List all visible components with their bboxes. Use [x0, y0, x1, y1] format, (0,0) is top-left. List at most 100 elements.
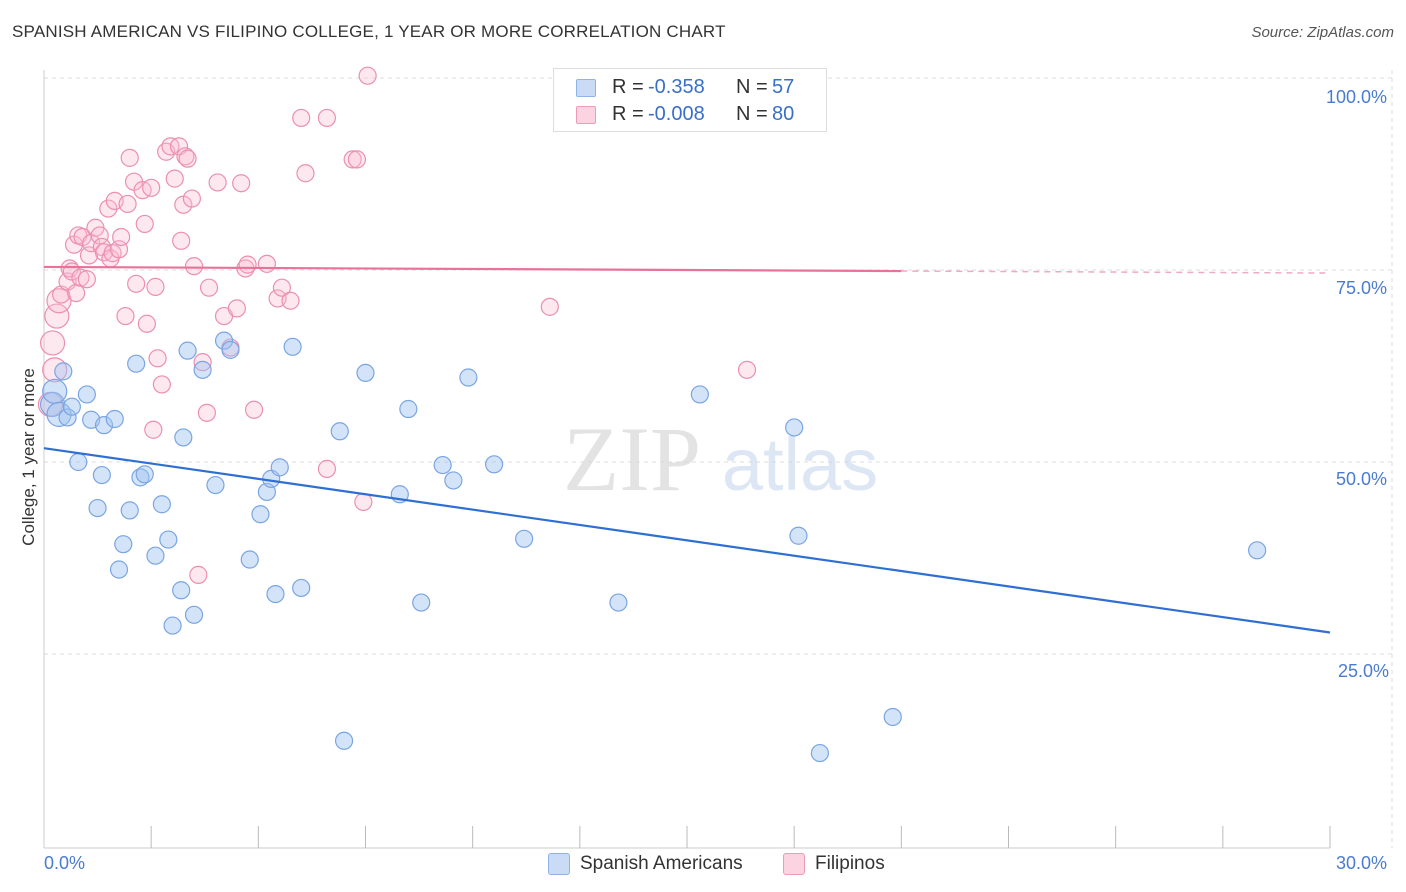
spanish-points: [39, 331, 1267, 763]
y-tick-50: 50.0%: [1336, 469, 1388, 489]
filipino-point: [281, 291, 300, 310]
y-axis-label: College, 1 year or more: [19, 368, 38, 546]
axes: [43, 70, 1331, 849]
filipino-point: [144, 420, 163, 439]
spanish-point: [1248, 541, 1267, 560]
filipino-point: [193, 353, 212, 372]
watermark-atlas: atlas: [722, 423, 878, 506]
filipino-point: [197, 403, 216, 422]
spanish-point: [127, 354, 146, 373]
bottom-swatch-spanish: [548, 853, 570, 875]
spanish-point: [146, 546, 165, 565]
filipino-point: [77, 270, 96, 289]
spanish-point: [193, 360, 212, 379]
filipino-point: [317, 108, 337, 128]
spanish-point: [266, 584, 285, 604]
filipino-point: [90, 226, 109, 245]
spanish-point: [221, 340, 240, 359]
legend-r-value: -0.008: [648, 103, 705, 125]
spanish-point: [172, 581, 191, 600]
filipino-point: [343, 150, 362, 169]
spanish-point: [690, 385, 709, 404]
bottom-swatch-filipino: [783, 853, 805, 875]
chart-title: SPANISH AMERICAN VS FILIPINO COLLEGE, 1 …: [12, 22, 726, 41]
filipino-point: [137, 314, 156, 333]
x-max-label: 30.0%: [1336, 853, 1388, 873]
filipino-point: [737, 360, 757, 379]
source-label: Source: ZipAtlas.com: [1251, 24, 1394, 41]
legend-swatch-spanish: [576, 79, 596, 97]
spanish-point: [77, 385, 96, 404]
spanish-point: [152, 495, 171, 514]
filipino-point: [178, 149, 197, 168]
spanish-point: [270, 458, 289, 477]
filipino-point: [148, 349, 167, 368]
filipino-point: [272, 278, 292, 297]
stats-legend: R = -0.358 N = 57 R = -0.008 N = 80: [553, 68, 827, 132]
spanish-point: [120, 501, 139, 520]
spanish-point: [485, 455, 504, 474]
filipino-point: [172, 231, 191, 250]
filipino-point: [127, 274, 146, 293]
filipino-point: [169, 137, 189, 156]
filipino-point: [67, 283, 86, 303]
spanish-point: [214, 331, 234, 350]
filipino-point: [238, 255, 257, 274]
legend-swatch-filipino: [576, 106, 596, 124]
spanish-point: [54, 362, 73, 381]
spanish-point: [883, 707, 902, 727]
legend-row-spanish: R = -0.358 N = 57: [576, 74, 826, 100]
legend-n-label: N =: [736, 103, 768, 125]
trend-line-filipino-dashed: [901, 270, 1331, 274]
spanish-point: [62, 397, 81, 416]
filipino-point: [208, 173, 227, 192]
spanish-point: [92, 465, 111, 485]
filipino-point: [317, 459, 337, 479]
spanish-point: [459, 368, 478, 387]
legend-n-value: 57: [772, 76, 795, 98]
spanish-point: [184, 605, 204, 624]
filipino-point: [184, 257, 204, 276]
spanish-point: [330, 422, 349, 441]
filipino-point: [244, 400, 264, 419]
filipino-point: [176, 147, 195, 166]
filipino-point: [165, 169, 184, 188]
spanish-point: [789, 526, 808, 545]
spanish-point: [42, 378, 68, 404]
trend-line-filipino: [43, 265, 902, 273]
filipino-point: [232, 174, 251, 193]
filipino-point: [120, 148, 139, 167]
filipino-point: [347, 150, 367, 169]
spanish-point: [174, 428, 193, 447]
bottom-label-spanish: Spanish Americans: [580, 853, 743, 874]
filipino-point: [257, 254, 277, 273]
spanish-point: [114, 535, 133, 554]
spanish-point: [69, 452, 88, 472]
spanish-point: [163, 616, 182, 635]
spanish-point: [251, 505, 270, 524]
spanish-point: [159, 530, 178, 549]
spanish-point: [240, 550, 259, 569]
spanish-point: [292, 578, 311, 598]
y-tick-75: 75.0%: [1336, 278, 1388, 298]
spanish-point: [58, 408, 77, 427]
legend-n-value: 80: [772, 103, 795, 125]
filipino-point: [142, 178, 161, 197]
spanish-point: [283, 337, 302, 356]
spanish-point: [178, 341, 197, 360]
spanish-point: [88, 498, 107, 518]
spanish-point: [105, 409, 124, 429]
filipino-point: [292, 108, 311, 128]
spanish-point: [412, 593, 431, 612]
spanish-point: [515, 529, 534, 548]
filipino-point: [182, 189, 201, 208]
filipino-point: [189, 565, 208, 584]
filipino-point: [296, 164, 315, 183]
bottom-legend-filipino: Filipinos: [783, 852, 923, 876]
spanish-point: [109, 560, 129, 579]
spanish-point: [46, 401, 72, 427]
filipino-point: [354, 492, 373, 512]
filipino-point: [540, 297, 559, 316]
filipino-point: [71, 268, 90, 287]
